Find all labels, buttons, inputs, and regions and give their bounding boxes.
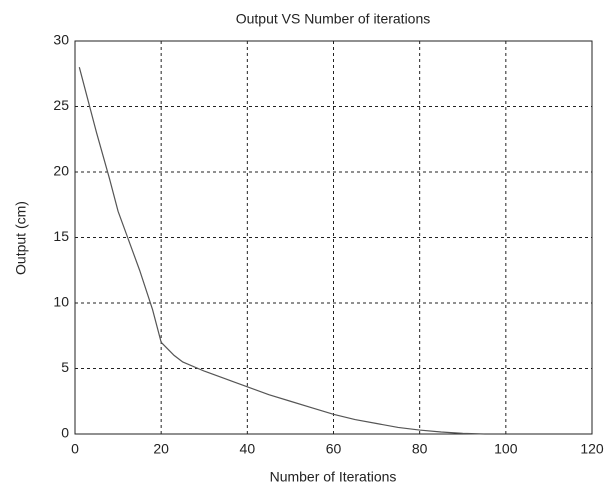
background	[0, 0, 610, 491]
x-tick-label: 100	[494, 441, 518, 457]
x-tick-label: 20	[153, 441, 169, 457]
y-tick-label: 5	[61, 359, 69, 375]
x-tick-label: 60	[326, 441, 342, 457]
y-tick-label: 30	[53, 32, 69, 48]
chart-title: Output VS Number of iterations	[236, 11, 431, 27]
y-tick-label: 20	[53, 163, 69, 179]
chart: Output VS Number of iterations Number of…	[0, 0, 610, 491]
y-tick-label: 10	[53, 294, 69, 310]
x-tick-label: 120	[580, 441, 604, 457]
y-tick-label: 25	[53, 97, 69, 113]
x-tick-label: 0	[71, 441, 79, 457]
x-tick-label: 80	[412, 441, 428, 457]
y-tick-label: 0	[61, 425, 69, 441]
y-axis-label: Output (cm)	[13, 201, 29, 275]
y-tick-label: 15	[53, 228, 69, 244]
x-axis-label: Number of Iterations	[270, 469, 397, 485]
x-tick-label: 40	[240, 441, 256, 457]
